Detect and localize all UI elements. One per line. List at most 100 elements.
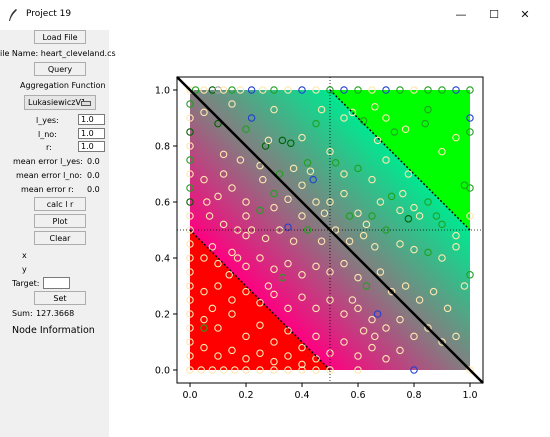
data-point [270,265,278,273]
x-tick-label: 0.4 [294,390,309,401]
data-point [278,136,287,145]
data-point [284,86,292,94]
data-point [247,226,256,234]
data-point [382,324,390,332]
x-label: x [22,251,27,260]
y-axis: 0.0 0.2 0.4 0.6 0.8 1.0 [155,86,177,377]
plot-button[interactable]: Plot [34,214,86,228]
data-point [452,86,460,94]
data-point [208,243,217,251]
target-input[interactable] [43,277,70,289]
data-point [320,209,329,217]
data-point [289,164,298,173]
data-point [225,271,233,279]
data-point [270,86,278,94]
data-point [312,86,320,94]
data-point [200,175,208,184]
data-point [359,327,368,335]
x-tick-label: 0.8 [406,390,421,401]
data-point [284,366,292,374]
mean-error-l-no-label: mean error l_no: [16,171,83,180]
data-point [443,304,452,313]
sum-value: 127.3668 [36,309,75,318]
data-point [270,105,278,114]
data-point [309,175,317,184]
data-point [326,366,334,374]
data-point [298,343,306,352]
data-point [396,86,404,94]
data-point [452,231,460,240]
data-point [354,164,362,173]
l-yes-input[interactable]: 1.0 [78,114,105,125]
data-point [348,296,357,304]
aggregation-function-select[interactable]: LukasiewiczV1 [24,95,96,110]
minimize-button[interactable]: — [455,8,467,21]
data-point [317,105,326,114]
data-point [466,86,474,94]
data-point [186,128,194,136]
data-point [228,296,236,304]
data-point [368,175,376,184]
maximize-button[interactable]: ☐ [489,8,499,21]
x-axis: 0.0 0.2 0.4 0.6 0.8 1.0 [182,383,478,401]
y-tick-label: 0.8 [155,142,170,153]
data-point [354,366,362,374]
data-point [289,237,298,245]
data-point [368,343,376,352]
data-point [303,226,312,234]
data-point [203,198,211,206]
data-point [396,315,404,324]
set-button[interactable]: Set [34,291,86,305]
data-point [376,268,385,276]
query-button[interactable]: Query [34,62,86,76]
feather-icon [9,9,17,21]
data-point [256,161,264,170]
close-button[interactable]: ✕ [520,8,530,21]
data-point [214,324,222,332]
mean-error-l-no-value: 0.0 [87,171,100,180]
data-point [186,268,194,276]
data-point [270,338,278,346]
data-point [466,271,474,279]
data-point [303,159,312,167]
data-point [270,189,278,198]
data-point [219,170,228,178]
data-point [298,360,306,369]
data-point [205,212,214,220]
sum-label: Sum: [12,309,33,318]
data-point [228,346,236,355]
lower-dotted-line [189,229,331,371]
data-point [312,366,320,374]
data-point [317,237,326,245]
load-file-button[interactable]: Load File [34,30,86,44]
data-point [186,86,194,94]
data-point [424,105,432,114]
data-point [371,103,379,111]
data-point [200,324,208,332]
data-point [214,192,222,201]
data-point [354,86,362,94]
calc-l-r-button[interactable]: calc l r [34,197,86,211]
data-point [256,321,264,329]
data-point [242,332,250,341]
data-point [284,327,292,335]
data-point [438,254,446,262]
data-point [421,119,429,128]
l-no-input[interactable]: 1.0 [78,128,105,139]
data-point [345,212,354,220]
r-input[interactable]: 1.0 [78,141,105,152]
data-point [259,86,267,94]
aggregation-function-value: LukasiewiczV1 [28,98,87,107]
data-point [429,287,438,296]
data-point [340,86,348,94]
clear-button[interactable]: Clear [34,231,86,245]
data-point [326,198,334,206]
target-label: Target: [12,279,40,288]
data-point [200,254,208,262]
data-point [340,259,348,268]
data-point [312,262,320,271]
data-point [382,114,390,122]
data-point [228,248,236,257]
data-point [312,119,320,128]
